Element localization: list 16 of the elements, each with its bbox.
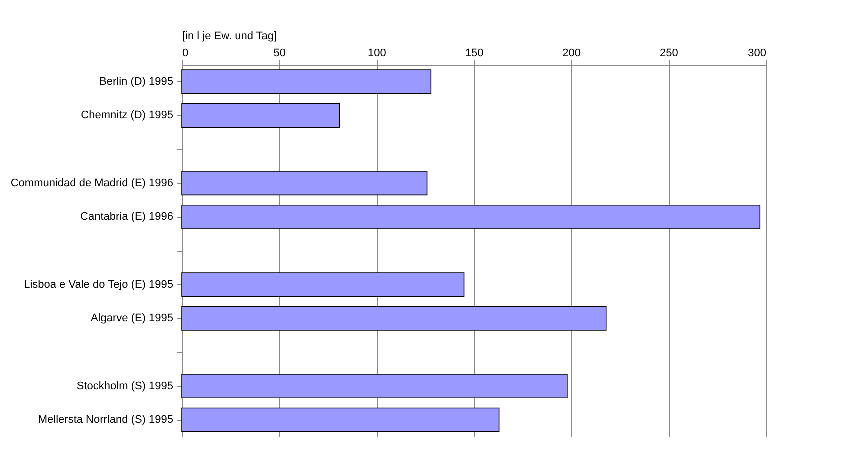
x-tick-label: 200 — [562, 48, 582, 60]
y-tick-label: Communidad de Madrid (E) 1996 — [10, 177, 174, 190]
y-tick-label: Cantabria (E) 1996 — [80, 211, 174, 224]
x-tick-label: 300 — [748, 48, 766, 60]
y-tick-label: Algarve (E) 1995 — [90, 312, 174, 325]
y-tick-label: Chemnitz (D) 1995 — [81, 110, 174, 122]
x-tick-label: 50 — [274, 48, 286, 60]
y-tick-label: Lisboa e Vale do Tejo (E) 1995 — [24, 278, 174, 291]
y-tick-label: Stockholm (S) 1995 — [76, 380, 174, 392]
x-tick-label: 0 — [182, 48, 189, 60]
y-tick-label: Berlin (D) 1995 — [100, 76, 174, 88]
x-axis-title: [in l je Ew. und Tag] — [182, 30, 278, 42]
x-tick-label: 100 — [368, 48, 386, 60]
x-tick-label: 150 — [465, 48, 484, 60]
x-tick-label: 250 — [660, 48, 678, 60]
y-tick-label: Mellersta Norrland (S) 1995 — [38, 414, 174, 426]
